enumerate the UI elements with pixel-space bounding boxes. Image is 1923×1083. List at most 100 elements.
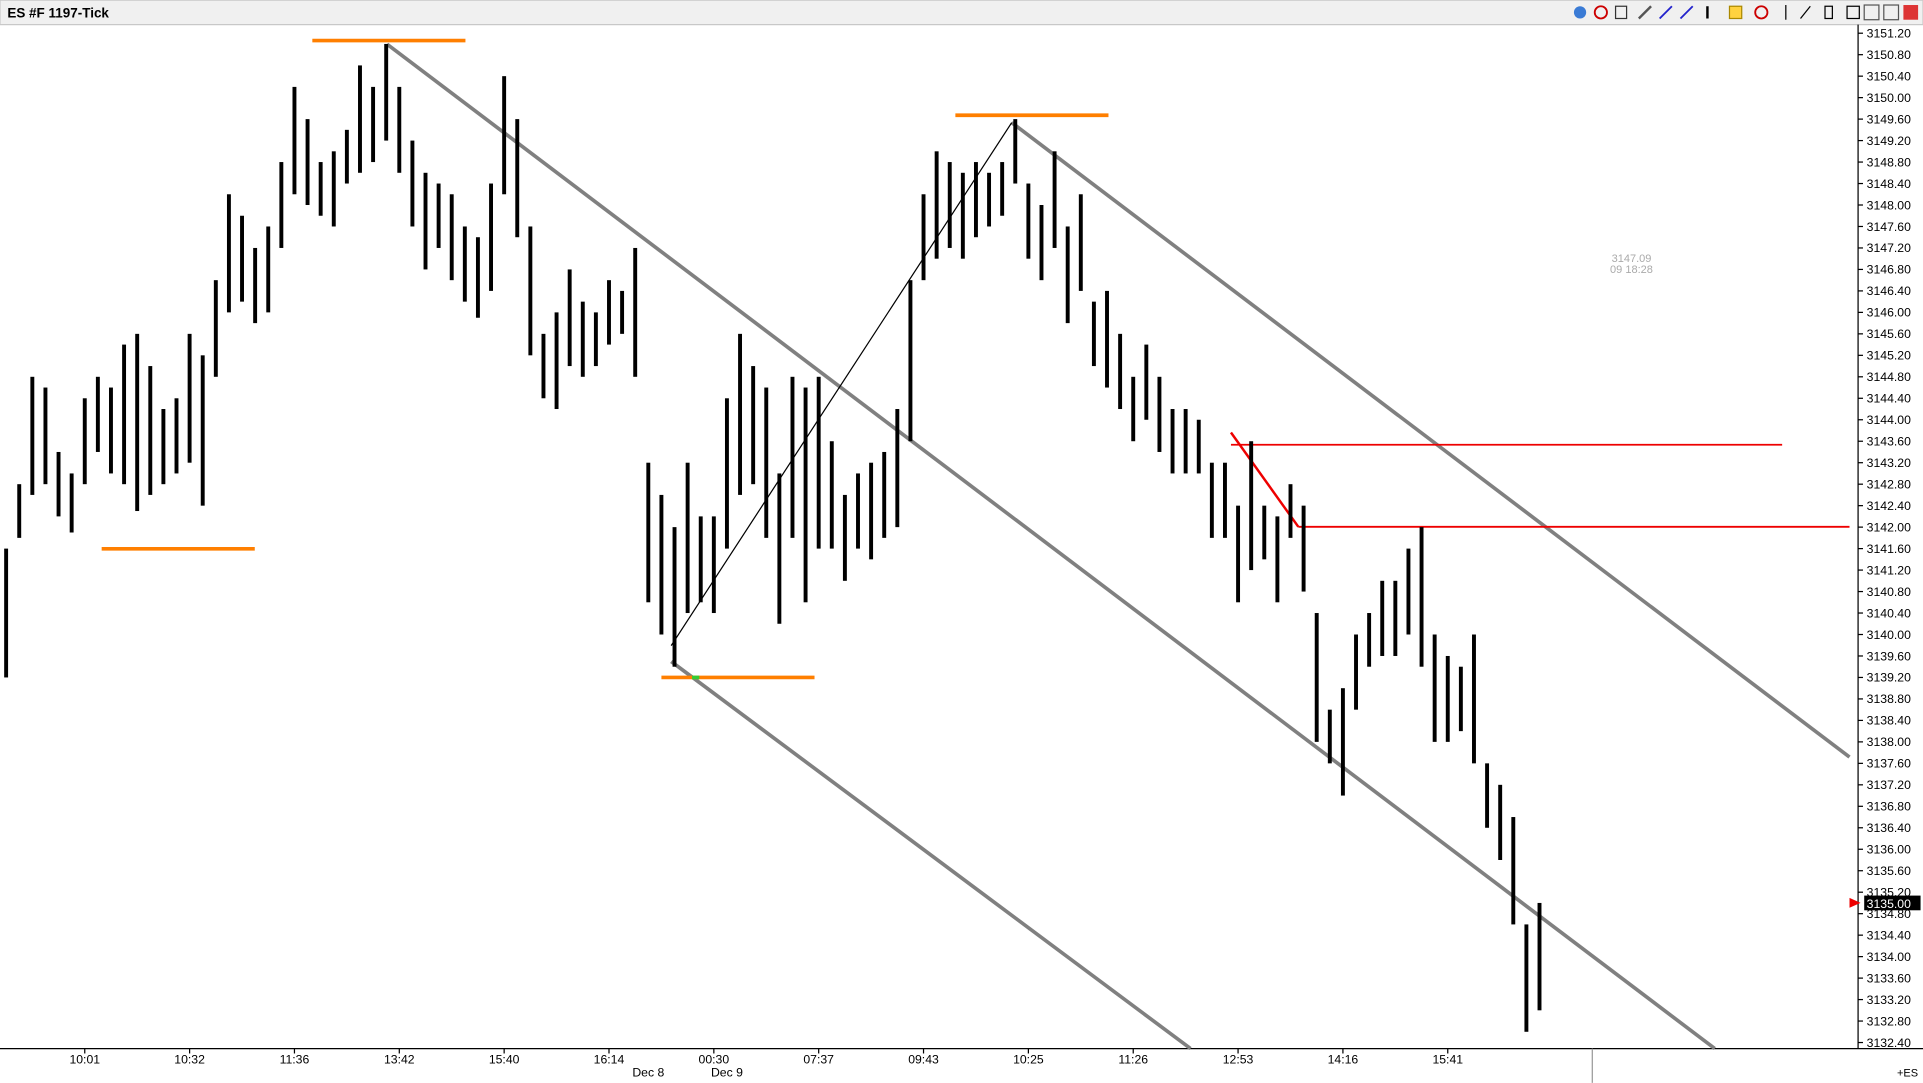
price-bar [292,86,297,195]
price-bar [226,194,231,313]
price-bar [685,462,690,614]
y-tick-label: 3141.20 [1867,563,1911,577]
tool-icon[interactable] [1614,5,1628,20]
y-tick-label: 3150.40 [1867,69,1911,83]
price-bar [764,387,769,538]
price-bar [253,247,258,324]
price-bar [449,194,454,281]
drawings [101,38,1861,1051]
price-bar [1052,151,1057,248]
y-tick-label: 3134.40 [1867,928,1911,942]
price-bar [1275,516,1280,603]
tool-icon[interactable] [1637,5,1652,20]
price-bar [1157,376,1162,452]
price-bar [43,387,48,485]
tool-icon[interactable] [1573,6,1587,19]
price-bar [82,398,87,485]
y-tick-label: 3144.80 [1867,370,1911,384]
tool-icon[interactable] [1800,5,1811,19]
y-tick-label: 3147.60 [1867,220,1911,234]
x-tick-label: 16:14 [594,1052,625,1066]
price-bar [436,183,441,248]
price-bar [1209,462,1214,538]
tool-icon[interactable] [1679,5,1694,20]
price-bar [161,409,166,485]
price-bar [1170,409,1175,474]
bars [4,43,1542,1032]
price-bar [1537,902,1542,1011]
y-tick-label: 3146.80 [1867,263,1911,277]
price-bar [240,215,244,302]
close-button[interactable] [1903,5,1919,20]
price-bar [580,301,585,377]
y-tick-label: 3143.20 [1867,456,1911,470]
price-bar [1131,376,1136,442]
y-tick-label: 3135.60 [1867,864,1911,878]
price-bar [358,65,362,173]
channel-line [1010,121,1851,759]
tool-icon[interactable] [1883,4,1900,21]
price-bar [921,194,926,281]
price-bar [1340,688,1345,796]
y-tick-label: 3142.00 [1867,520,1911,534]
annotation: 09 18:28 [1610,264,1653,276]
price-bar [620,290,625,334]
price-bar [1078,194,1083,291]
x-tick-label: 11:26 [1118,1052,1148,1066]
tool-icon[interactable] [1593,5,1608,20]
y-tick-label: 3150.00 [1867,91,1911,105]
last-price-tag [1864,895,1921,911]
tool-icon[interactable] [1846,5,1860,20]
price-bar [515,119,520,238]
y-tick-label: 3146.40 [1867,284,1911,298]
price-bar [1249,441,1254,571]
price-bar [475,237,480,318]
price-bar [1301,505,1306,592]
price-bar [882,451,887,538]
x-tick-label: 13:42 [384,1052,415,1066]
y-tick-label: 3148.40 [1867,177,1911,191]
toolbar[interactable] [1573,4,1919,21]
tool-icon[interactable] [1659,5,1673,20]
price-bar [174,398,179,474]
y-tick-label: 3138.40 [1867,714,1911,728]
y-tick-label: 3149.60 [1867,112,1911,126]
price-bar [987,172,992,227]
price-bar [856,473,860,549]
price-bar [947,162,952,248]
tool-icon[interactable] [1728,5,1743,20]
y-tick-label: 3140.40 [1867,606,1911,620]
price-bar [1432,634,1437,742]
price-bar [1236,505,1241,603]
price-bar [607,280,611,345]
price-bar [973,162,978,238]
tool-icon[interactable] [1824,5,1833,20]
y-tick-label: 3137.20 [1867,778,1911,792]
price-bar [934,151,939,259]
y-tick-label: 3147.20 [1867,241,1911,255]
price-bar [842,494,847,581]
tool-icon[interactable] [1863,4,1880,21]
price-bar [633,247,638,377]
x-tick-label: 15:40 [489,1052,520,1066]
y-tick-label: 3148.80 [1867,155,1911,169]
price-bar [593,312,598,367]
price-bar [1445,655,1450,742]
price-bar [1511,817,1516,925]
price-bar [1314,613,1319,742]
y-tick-label: 3143.60 [1867,435,1911,449]
price-bar [869,462,874,560]
price-bar [1485,763,1490,828]
price-bar [305,119,310,206]
price-bar [960,172,965,259]
price-bar [1039,205,1044,281]
x-tick-label: 12:53 [1223,1052,1254,1066]
price-bar [187,333,192,463]
price-bar [646,462,651,603]
tool-icon[interactable] [1754,5,1769,20]
price-bar [1288,484,1293,538]
price-bar [1026,183,1031,259]
date-label: Dec 8 [632,1066,664,1080]
